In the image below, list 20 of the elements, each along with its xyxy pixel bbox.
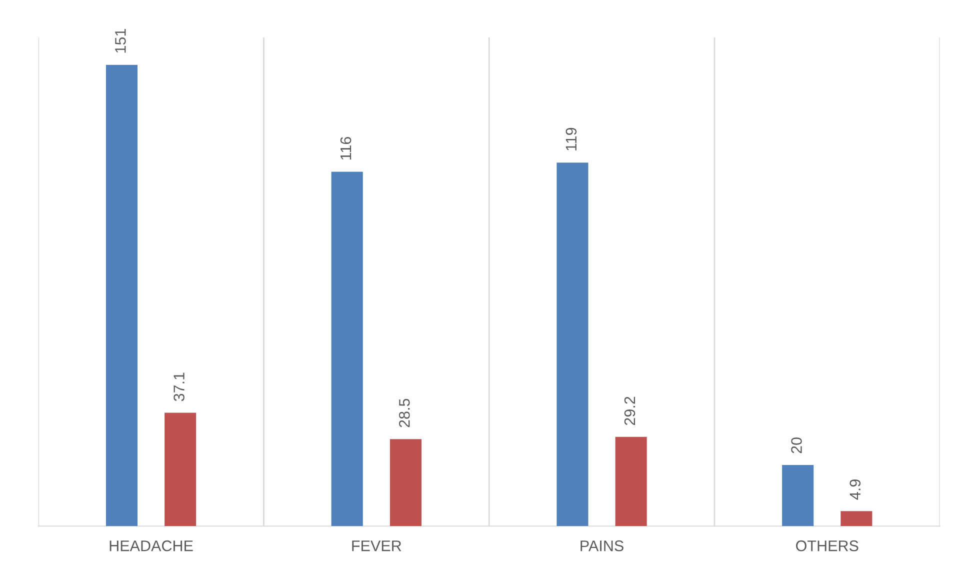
bar xyxy=(331,172,363,526)
bar xyxy=(615,436,647,526)
data-label: 28.5 xyxy=(398,398,410,428)
data-label: 4.9 xyxy=(850,480,861,500)
bar xyxy=(556,162,588,526)
bar xyxy=(840,511,872,526)
bar xyxy=(390,439,422,526)
bar xyxy=(782,465,814,526)
data-label: 151 xyxy=(115,29,126,53)
data-label: 29.2 xyxy=(624,396,636,426)
x-tick-label: OTHERS xyxy=(796,540,858,552)
x-tick-label: PAINS xyxy=(580,540,624,552)
x-tick-label: HEADACHE xyxy=(110,540,193,552)
data-label: 119 xyxy=(566,128,577,150)
data-label: 37.1 xyxy=(174,372,184,402)
bar xyxy=(106,64,138,526)
bar xyxy=(164,412,196,526)
data-label: 20 xyxy=(791,438,802,454)
x-tick-label: FEVER xyxy=(352,540,402,552)
data-label: 116 xyxy=(340,136,352,160)
